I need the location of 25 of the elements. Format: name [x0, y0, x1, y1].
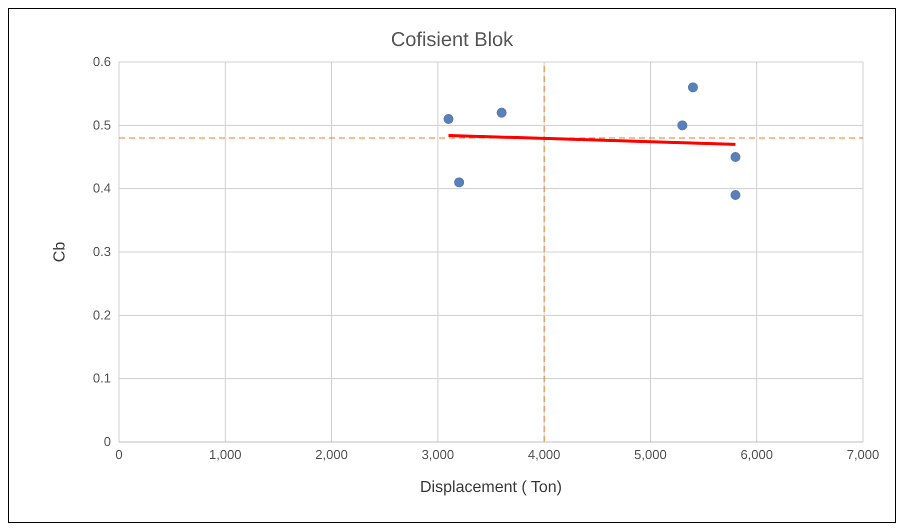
x-tick-label: 2,000: [315, 447, 348, 462]
y-tick-label: 0.3: [92, 244, 111, 259]
point: [730, 190, 740, 200]
x-axis-title: Displacement ( Ton): [420, 479, 562, 496]
x-tick-label: 6,000: [740, 447, 773, 462]
y-tick-label: 0: [104, 434, 111, 449]
x-tick-label: 4,000: [528, 447, 560, 462]
y-axis-title: Cb: [52, 242, 69, 262]
y-tick-label: 0.6: [92, 54, 111, 69]
y-tick-label: 0.1: [92, 370, 111, 386]
x-tick-label: 5,000: [634, 447, 667, 462]
point: [496, 108, 507, 118]
y-tick-label: 0.2: [92, 307, 111, 322]
y-tick-label: 0.5: [92, 117, 111, 132]
x-tick-label: 7,000: [846, 447, 880, 462]
x-tick-label: 1,000: [209, 447, 242, 462]
chart-title: Cofisient Blok: [390, 29, 514, 52]
point: [454, 177, 464, 188]
point: [443, 114, 454, 124]
y-tick-label: 0.4: [92, 180, 111, 196]
point: [688, 82, 698, 92]
x-tick-label: 3,000: [422, 447, 454, 462]
x-tick-label: 0: [115, 447, 123, 462]
point: [677, 120, 688, 130]
point: [730, 152, 740, 162]
